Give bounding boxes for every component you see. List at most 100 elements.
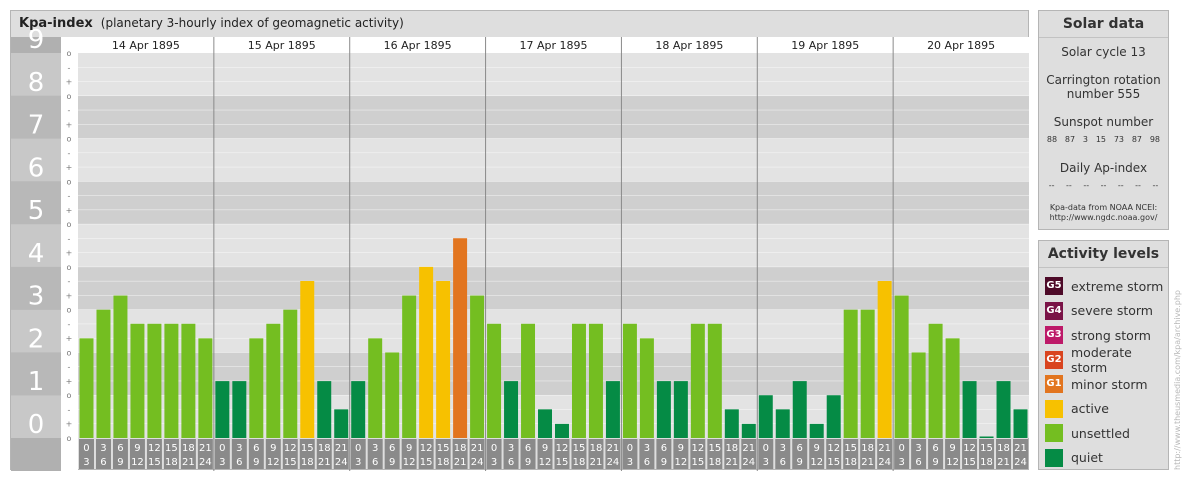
kpa-chart-panel: 0 1 2 3 4 5 6 7 8 9 o + - o + - o + - o + - o + - o + - o + - o + - o + - o 14… <box>10 10 1029 471</box>
kp-bar <box>826 395 841 438</box>
ylabel-band-6 <box>11 138 61 182</box>
hour-start-label: 15 <box>708 443 721 454</box>
hour-cell <box>367 439 383 469</box>
hour-start-label: 15 <box>165 443 178 454</box>
sunspot-value-6: 98 <box>1149 135 1160 144</box>
kp-bar <box>758 395 773 438</box>
minor-tick-label: + <box>66 163 73 172</box>
hour-cell <box>707 439 723 469</box>
activity-levels-title: Activity levels <box>1039 241 1168 268</box>
hour-cell <box>554 439 570 469</box>
hour-cell <box>996 439 1012 469</box>
hour-end-label: 24 <box>742 457 755 468</box>
day-label: 14 Apr 1895 <box>112 39 180 52</box>
hour-cell <box>452 439 468 469</box>
hour-start-label: 18 <box>861 443 874 454</box>
hour-end-label: 9 <box>117 457 123 468</box>
minor-tick-label: o <box>67 220 72 229</box>
minor-tick-label: + <box>66 291 73 300</box>
kp-bar <box>962 381 977 438</box>
minor-tick-label: + <box>66 377 73 386</box>
legend-item-minor-storm: G1 minor storm <box>1039 372 1168 397</box>
day-label: 15 Apr 1895 <box>248 39 316 52</box>
hour-end-label: 6 <box>508 457 514 468</box>
minor-tick-label: o <box>67 177 72 186</box>
y-tick-label-4: 4 <box>28 239 45 269</box>
hour-cell <box>401 439 417 469</box>
legend-label: moderate storm <box>1071 344 1132 375</box>
hour-start-label: 0 <box>219 443 225 454</box>
y-tick-label-1: 1 <box>28 367 45 397</box>
minor-tick-label: o <box>67 348 72 357</box>
y-tick-label-6: 6 <box>28 153 45 183</box>
day-label: 16 Apr 1895 <box>384 39 452 52</box>
legend-label: extreme storm <box>1071 278 1164 294</box>
hour-end-label: 24 <box>471 457 484 468</box>
ylabel-band-3 <box>11 266 61 310</box>
day-label: 17 Apr 1895 <box>519 39 587 52</box>
hour-start-label: 9 <box>406 443 412 454</box>
hour-start-label: 18 <box>318 443 331 454</box>
hour-end-label: 15 <box>284 457 297 468</box>
hour-cell <box>690 439 706 469</box>
kp-bar <box>1013 409 1028 438</box>
hour-start-label: 12 <box>284 443 297 454</box>
kp-bar <box>724 409 739 438</box>
hour-end-label: 18 <box>437 457 450 468</box>
band-3 <box>78 266 1029 310</box>
hour-cell <box>775 439 791 469</box>
hour-end-label: 18 <box>980 457 993 468</box>
hour-cell <box>928 439 944 469</box>
ap-index-values: -- -- -- -- -- -- -- <box>1039 181 1168 191</box>
ap-value-4: -- <box>1117 181 1124 190</box>
hour-end-label: 3 <box>627 457 633 468</box>
hour-end-label: 15 <box>420 457 433 468</box>
hour-cell <box>877 439 893 469</box>
minor-tick-label: o <box>67 391 72 400</box>
y-tick-label-0: 0 <box>28 410 45 440</box>
hour-start-label: 9 <box>949 443 955 454</box>
hour-end-label: 15 <box>963 457 976 468</box>
hour-start-label: 15 <box>301 443 314 454</box>
hour-start-label: 6 <box>253 443 259 454</box>
y-tick-label-9: 9 <box>28 25 45 55</box>
hour-end-label: 12 <box>267 457 280 468</box>
hour-start-label: 6 <box>797 443 803 454</box>
band-8 <box>78 53 1029 96</box>
legend-label: minor storm <box>1071 376 1148 392</box>
legend-swatch: G2 <box>1045 350 1063 369</box>
hour-end-label: 15 <box>556 457 569 468</box>
ylabel-band-2 <box>11 309 61 353</box>
legend-swatch <box>1045 448 1063 467</box>
legend-swatch <box>1045 399 1063 418</box>
hour-end-label: 3 <box>219 457 225 468</box>
legend-swatch <box>1045 424 1063 443</box>
hour-end-label: 6 <box>100 457 106 468</box>
hour-cell <box>911 439 927 469</box>
hour-start-label: 6 <box>525 443 531 454</box>
hour-cell <box>792 439 808 469</box>
minor-tick-label: - <box>68 405 71 414</box>
hour-cell <box>112 439 128 469</box>
y-tick-label-3: 3 <box>28 282 45 312</box>
minor-tick-label: o <box>67 49 72 58</box>
hour-end-label: 3 <box>83 457 89 468</box>
kp-bar <box>673 381 688 438</box>
hour-end-label: 3 <box>355 457 361 468</box>
sunspot-value-3: 15 <box>1095 135 1106 144</box>
hour-start-label: 21 <box>1014 443 1027 454</box>
kp-bar <box>622 323 637 438</box>
hour-cell <box>384 439 400 469</box>
kp-bar <box>894 295 909 438</box>
kp-bar <box>79 338 94 438</box>
y-tick-label-7: 7 <box>28 111 45 141</box>
hour-start-label: 0 <box>763 443 769 454</box>
hour-start-label: 3 <box>508 443 514 454</box>
kp-bar <box>860 309 875 438</box>
hour-start-label: 21 <box>335 443 348 454</box>
minor-tick-label: - <box>68 320 71 329</box>
hour-cell <box>214 439 230 469</box>
ap-value-2: -- <box>1083 181 1090 190</box>
data-source-line-1: Kpa-data from NOAA NCEI: <box>1049 203 1158 212</box>
kp-bar <box>164 323 179 438</box>
